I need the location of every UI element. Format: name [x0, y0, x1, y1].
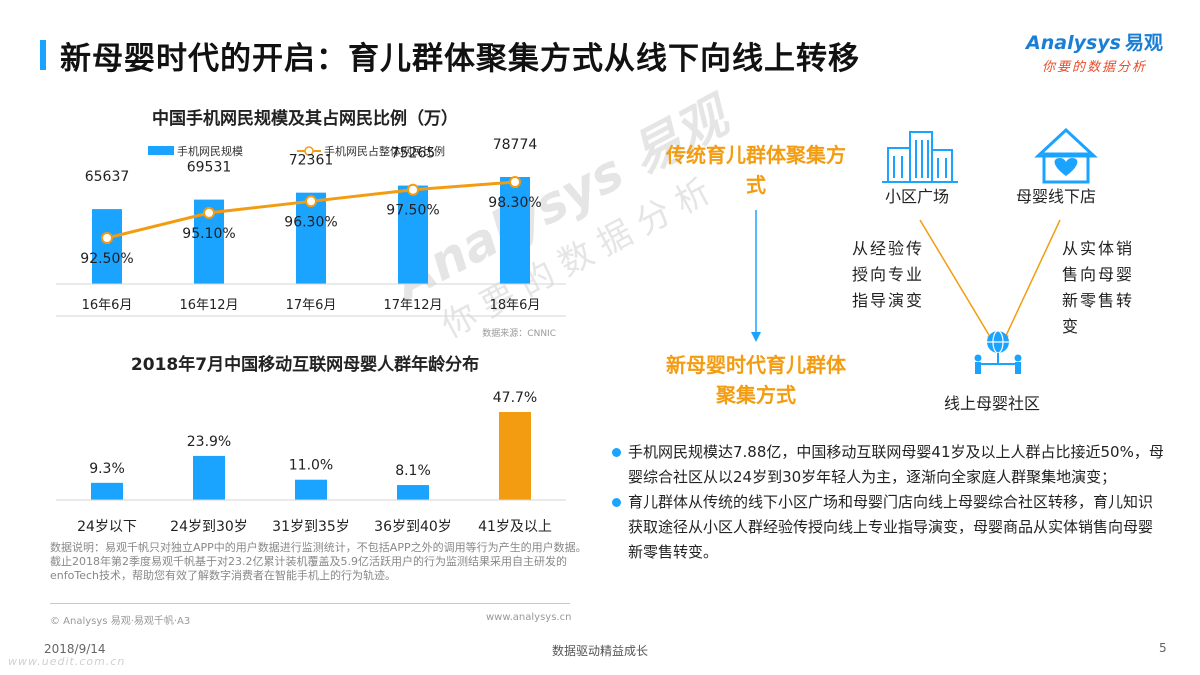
right-transition-text: 从实体销售向母婴新零售转变: [1062, 239, 1135, 336]
chart1-line-point: [407, 183, 419, 196]
bullet-text: 手机网民规模达7.88亿，中国移动互联网母婴41岁及以上人群占比接近50%，母婴…: [628, 443, 1164, 486]
chart2-bar: [193, 455, 225, 500]
data-note: 数据说明：易观千帆只对独立APP中的用户数据进行监测统计，不包括APP之外的调用…: [50, 541, 587, 582]
chart1-line-label: 92.50%: [80, 251, 133, 267]
chart2-bar-label: 11.0%: [289, 458, 333, 474]
chart1-line-label: 96.30%: [284, 214, 337, 230]
footer-site-watermark: www.uedit.com.cn: [8, 655, 126, 668]
chart1-bar: [92, 209, 122, 284]
chart1-category: 17年6月: [286, 298, 337, 313]
bullet-text: 育儿群体从传统的线下小区广场和母婴门店向线上母婴综合社区转移，育儿知识获取途径从…: [628, 493, 1154, 561]
chart1-bar: [398, 185, 428, 284]
chart2-title: 2018年7月中国移动互联网母婴人群年龄分布: [130, 355, 480, 375]
chart1-line-label: 98.30%: [488, 195, 541, 211]
chart2-category: 31岁到35岁: [272, 519, 350, 535]
mobile-netizen-chart: 手机网民规模 手机网民占整体网民比例 65637 69531 72361 75265 7…: [56, 137, 566, 339]
bullet-dot-icon: [612, 498, 621, 507]
footer-slogan: 数据驱动精益成长: [551, 644, 648, 658]
buildings-icon: [882, 131, 958, 183]
chart2-category: 36岁到40岁: [374, 519, 452, 535]
page-title: 新母婴时代的开启：育儿群体聚集方式从线下向线上转移: [60, 41, 860, 77]
chart1-bar-label: 65637: [85, 169, 130, 185]
chart1-legend: 手机网民规模 手机网民占整体网民比例: [148, 144, 445, 158]
bullet-item: 手机网民规模达7.88亿，中国移动互联网母婴41岁及以上人群占比接近50%，母婴…: [612, 440, 1167, 490]
logo-tagline: 你要的数据分析: [1042, 60, 1148, 75]
chart2-bar: [397, 485, 429, 500]
left-converge-arrow: [919, 219, 993, 341]
chart1-source: 数据来源：CNNIC: [482, 327, 556, 339]
chart2-bar-label: 9.3%: [89, 461, 125, 477]
chart1-line-point: [203, 206, 215, 219]
right-converge-arrow: [1003, 219, 1061, 341]
footnote-divider: [50, 603, 570, 604]
chart2-bar: [295, 479, 327, 500]
chart2-bar: [499, 412, 531, 500]
house-heart-icon: [1034, 127, 1098, 184]
node-offline-store: 母婴线下店: [1016, 187, 1097, 206]
chart1-title: 中国手机网民规模及其占网民比例（万）: [152, 109, 458, 129]
chart1-category: 17年12月: [383, 298, 442, 313]
online-community-icon: [974, 330, 1022, 374]
analysys-logo: Analysys 易观 你要的数据分析: [1026, 28, 1176, 78]
chart1-bar-label: 75265: [391, 146, 436, 162]
chart1-bar-label: 69531: [187, 160, 232, 176]
left-transition-text: 从经验传授向专业指导演变: [852, 239, 925, 310]
copyright: © Analysys 易观·易观千帆·A3: [50, 616, 191, 627]
traditional-gathering-title: 传统育儿群体聚集方式: [666, 143, 846, 197]
age-distribution-chart: 9.3% 23.9% 11.0% 8.1% 47.7% 24岁以下 24岁到30岁 31岁到…: [56, 390, 566, 535]
legend-bar-swatch: [148, 146, 174, 155]
vertical-arrow-head: [751, 332, 761, 342]
chart2-bar-label: 8.1%: [395, 463, 431, 479]
chart2-bar-label: 47.7%: [493, 390, 537, 406]
website: www.analysys.cn: [486, 612, 572, 623]
logo-cn-name: 易观: [1124, 32, 1163, 54]
page-number: 5: [1159, 641, 1167, 655]
chart1-category: 16年6月: [82, 298, 133, 313]
chart1-category: 18年6月: [490, 298, 541, 313]
logo-brand-name: nalysys: [1040, 32, 1121, 54]
chart2-category: 41岁及以上: [478, 519, 552, 535]
chart1-line-point: [101, 232, 113, 244]
title-accent-bar: [40, 40, 46, 70]
chart1-bar: [500, 176, 530, 284]
chart2-category: 24岁以下: [77, 519, 137, 535]
chart1-line-point: [305, 195, 317, 208]
chart1-bar-label: 78774: [493, 137, 538, 153]
chart1-line-label: 95.10%: [182, 226, 235, 242]
chart2-category: 24岁到30岁: [170, 519, 248, 535]
chart1-bar: [296, 192, 326, 284]
node-community-square: 小区广场: [885, 187, 950, 206]
legend-line-marker: [304, 146, 314, 156]
bullet-item: 育儿群体从传统的线下小区广场和母婴门店向线上母婴综合社区转移，育儿知识获取途径从…: [612, 490, 1167, 565]
diagram-graphics: [751, 127, 1098, 374]
new-gathering-title: 新母婴时代育儿群体聚集方式: [666, 353, 846, 407]
summary-bullets: 手机网民规模达7.88亿，中国移动互联网母婴41岁及以上人群占比接近50%，母婴…: [612, 440, 1167, 565]
chart1-line-point: [509, 176, 521, 188]
logo-initial: A: [1026, 32, 1041, 54]
chart1-line-label: 97.50%: [386, 203, 439, 219]
chart1-category: 16年12月: [179, 298, 238, 313]
chart2-bar: [91, 482, 123, 500]
node-online-community: 线上母婴社区: [944, 394, 1041, 413]
legend-bar-label: 手机网民规模: [177, 144, 243, 158]
chart2-bar-label: 23.9%: [187, 434, 231, 450]
chart1-bar-label: 72361: [289, 153, 334, 169]
footer-date: 2018/9/14: [44, 642, 106, 656]
legend-line-label: 手机网民占整体网民比例: [324, 144, 445, 158]
bullet-dot-icon: [612, 448, 621, 457]
logo-brand: Analysys 易观: [1026, 28, 1163, 55]
